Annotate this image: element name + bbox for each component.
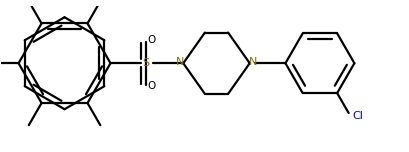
Text: N: N [248, 57, 256, 67]
Text: Cl: Cl [352, 111, 362, 121]
Text: S: S [142, 58, 149, 68]
Text: O: O [147, 81, 155, 91]
Text: N: N [175, 57, 184, 67]
Text: O: O [147, 35, 155, 45]
